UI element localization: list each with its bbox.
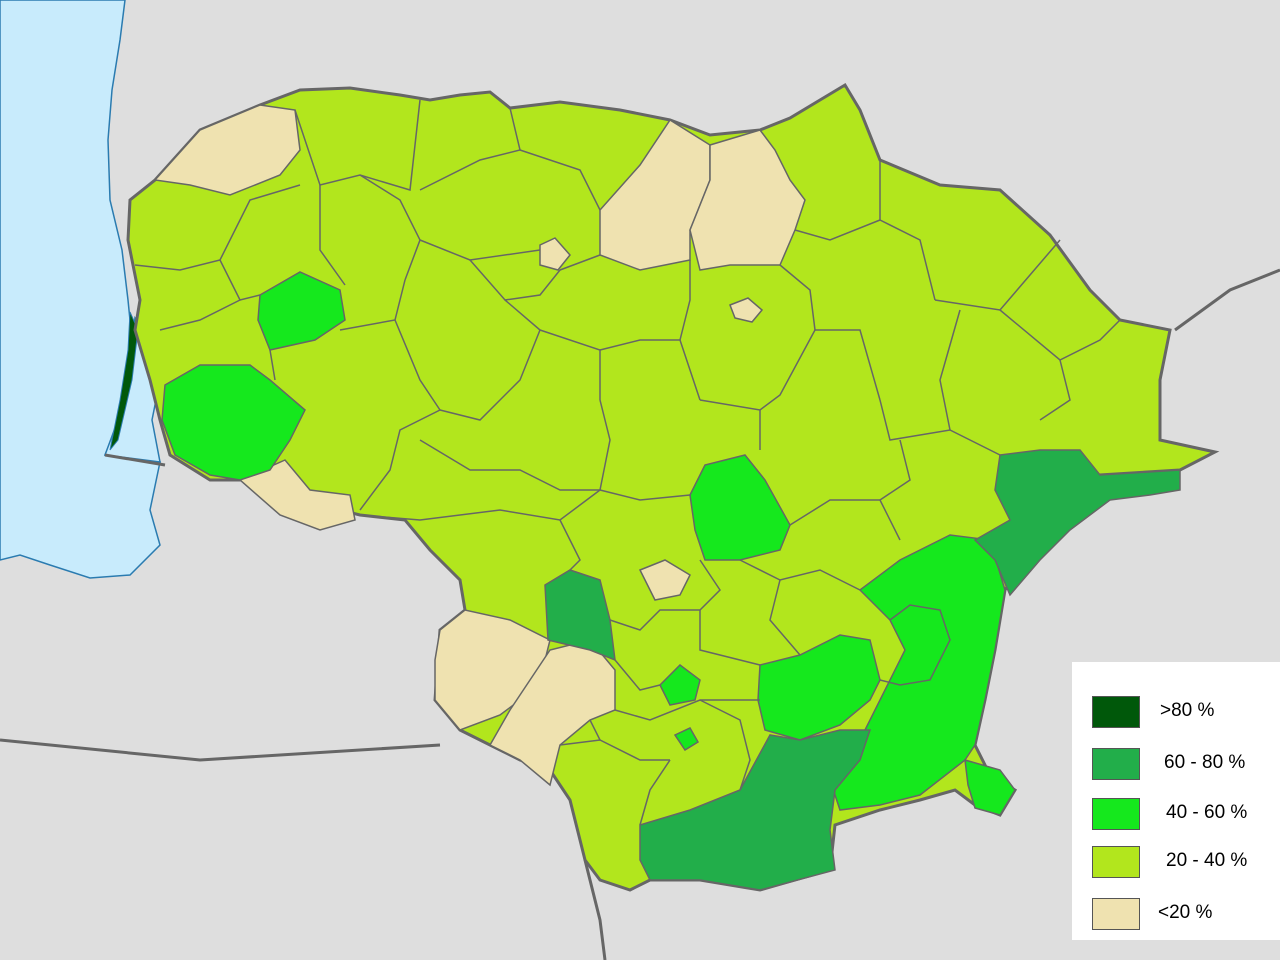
legend-swatch <box>1092 798 1140 830</box>
legend-swatch <box>1092 898 1140 930</box>
region-w-mid <box>161 364 306 481</box>
legend-label: 60 - 80 % <box>1164 752 1246 773</box>
southern-border <box>0 738 441 762</box>
region-c-mid <box>689 454 791 561</box>
city-low-a <box>539 237 571 271</box>
region-w-low <box>238 459 356 531</box>
city-low-c <box>638 559 691 601</box>
kaliningrad-border <box>104 453 166 467</box>
legend: >80 % 60 - 80 % 40 - 60 % 20 - 40 % <20 … <box>1072 662 1280 940</box>
region-nw-mid <box>257 271 346 351</box>
city-mid-a <box>659 664 701 706</box>
legend-swatch <box>1092 748 1140 780</box>
region-nw-low <box>153 104 301 196</box>
legend-swatch <box>1092 846 1140 878</box>
south-border <box>583 859 607 960</box>
baltic-sea <box>0 0 161 579</box>
legend-item-high: 60 - 80 % <box>1092 748 1272 780</box>
legend-swatch <box>1092 696 1140 728</box>
legend-item-very-high: >80 % <box>1092 696 1272 728</box>
legend-item-low: 20 - 40 % <box>1092 846 1272 878</box>
legend-item-very-low: <20 % <box>1092 898 1272 930</box>
region-se-mid-c <box>964 758 1016 816</box>
municipal-borders <box>134 99 1121 826</box>
city-low-b <box>729 297 764 323</box>
region-s-high <box>639 729 872 891</box>
legend-label: 40 - 60 % <box>1166 802 1248 823</box>
city-mid-b <box>673 727 700 752</box>
eastern-border <box>1174 268 1280 332</box>
region-c-high <box>544 569 616 662</box>
region-e-high <box>973 449 1181 597</box>
region-n-low-b <box>689 129 806 271</box>
region-se-mid-b <box>757 634 881 741</box>
legend-item-mid: 40 - 60 % <box>1092 798 1272 830</box>
legend-label: 20 - 40 % <box>1166 850 1248 871</box>
legend-label: <20 % <box>1158 902 1213 923</box>
legend-label: >80 % <box>1160 700 1215 721</box>
